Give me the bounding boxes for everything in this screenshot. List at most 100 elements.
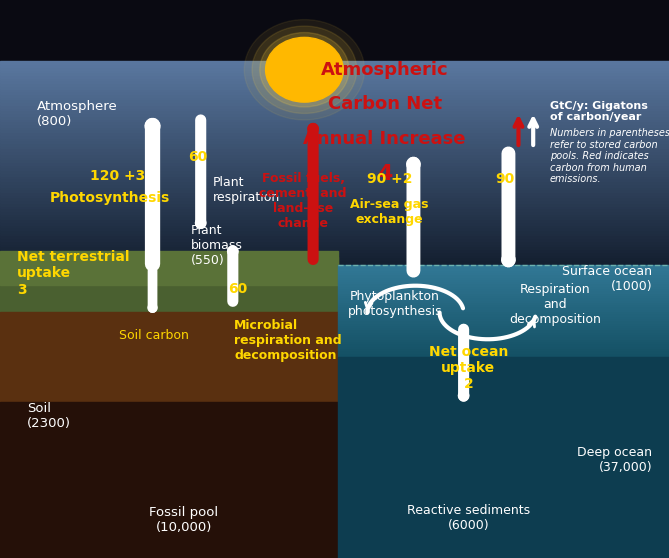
Bar [0, 99, 669, 102]
Circle shape [244, 20, 365, 120]
Bar [0, 257, 338, 312]
Text: Deep ocean
(37,000): Deep ocean (37,000) [577, 446, 652, 474]
Bar [0, 249, 669, 252]
Bar [0, 102, 669, 105]
Bar [0, 257, 669, 260]
Bar [0, 157, 669, 160]
Bar [338, 265, 669, 267]
Bar [0, 181, 669, 184]
Bar [338, 318, 669, 320]
Bar [0, 402, 338, 558]
Bar [0, 138, 669, 140]
Circle shape [260, 32, 349, 107]
Bar [0, 312, 338, 402]
Bar [338, 341, 669, 343]
Bar [338, 348, 669, 350]
Bar [0, 189, 669, 192]
Bar [0, 148, 669, 151]
Bar [0, 94, 669, 97]
Text: Atmospheric: Atmospheric [321, 61, 448, 79]
Bar [338, 325, 669, 327]
Text: Microbial
respiration and
decomposition: Microbial respiration and decomposition [234, 319, 342, 362]
Bar [0, 241, 669, 244]
Text: 9: 9 [308, 150, 318, 165]
Bar [0, 219, 669, 222]
Bar [0, 135, 669, 137]
Bar [0, 268, 669, 271]
Bar [0, 121, 669, 124]
Bar [0, 260, 669, 263]
Bar [0, 244, 669, 247]
Bar [338, 353, 669, 355]
Bar [0, 113, 669, 116]
Bar [0, 170, 669, 173]
Circle shape [252, 26, 357, 113]
Bar [0, 105, 669, 108]
Bar [0, 165, 669, 167]
Bar [0, 86, 669, 89]
Bar [0, 160, 669, 162]
Bar [0, 230, 669, 233]
Bar [338, 275, 669, 277]
Bar [338, 281, 669, 283]
Bar [0, 203, 669, 205]
Text: Annual Increase: Annual Increase [304, 130, 466, 148]
Bar [0, 273, 669, 276]
Bar [0, 266, 669, 268]
Bar [338, 323, 669, 325]
Bar [0, 75, 669, 78]
Bar [0, 97, 669, 99]
Bar [0, 124, 669, 127]
Text: Fossil fuels,
cement, and
land-use
change: Fossil fuels, cement, and land-use chang… [260, 172, 347, 230]
Bar [0, 89, 669, 92]
Bar [338, 297, 669, 300]
Text: 4: 4 [377, 163, 392, 184]
Bar [338, 272, 669, 275]
Text: Plant
biomass
(550): Plant biomass (550) [191, 224, 243, 267]
Bar [338, 350, 669, 353]
Bar [338, 302, 669, 304]
Text: 60: 60 [188, 150, 207, 165]
Text: Numbers in parentheses
refer to stored carbon
pools. Red indicates
carbon from h: Numbers in parentheses refer to stored c… [550, 128, 669, 185]
Bar [0, 72, 669, 75]
Bar [338, 288, 669, 290]
Bar [0, 173, 669, 176]
Bar [0, 127, 669, 129]
Bar [0, 80, 669, 83]
Bar [0, 276, 669, 279]
Text: Carbon Net: Carbon Net [328, 95, 442, 113]
Bar [0, 186, 669, 189]
Bar [0, 192, 669, 195]
Bar [0, 208, 669, 211]
Bar [338, 270, 669, 272]
Bar [0, 118, 669, 121]
Bar [338, 277, 669, 279]
Bar [0, 233, 669, 235]
Bar [0, 222, 669, 224]
Bar [0, 235, 669, 238]
Bar [0, 238, 669, 241]
Bar [0, 129, 669, 132]
Circle shape [266, 37, 343, 102]
Bar [0, 184, 669, 186]
Text: Phytoplankton
photosynthesis: Phytoplankton photosynthesis [347, 290, 442, 318]
Text: Soil
(2300): Soil (2300) [27, 402, 71, 430]
Bar [0, 83, 669, 86]
Bar [338, 355, 669, 357]
Bar [0, 146, 669, 148]
Text: Net ocean
uptake
2: Net ocean uptake 2 [429, 345, 508, 392]
Bar [338, 300, 669, 302]
Bar [338, 329, 669, 332]
Bar [0, 252, 669, 254]
Text: Air-sea gas
exchange: Air-sea gas exchange [350, 198, 429, 226]
Text: Photosynthesis: Photosynthesis [50, 191, 171, 205]
Bar [338, 306, 669, 309]
Bar [0, 271, 669, 273]
Text: 60: 60 [228, 282, 247, 296]
Text: Soil carbon: Soil carbon [119, 329, 189, 343]
Text: 90: 90 [496, 171, 514, 186]
Text: 90 +2: 90 +2 [367, 171, 412, 186]
Bar [0, 92, 669, 94]
Bar [0, 167, 669, 170]
Bar [0, 67, 669, 70]
